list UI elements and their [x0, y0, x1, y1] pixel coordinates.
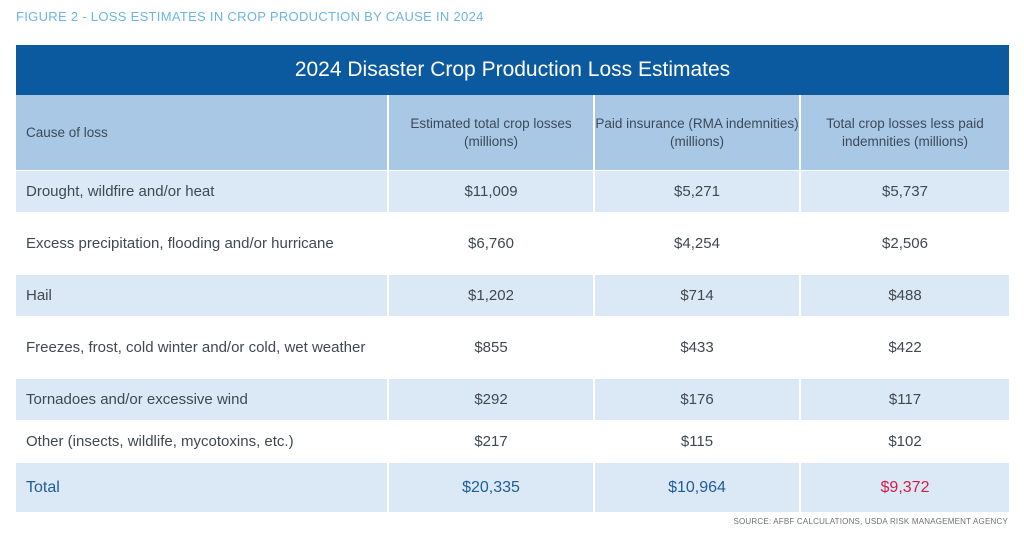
total-estimated: $20,335 — [389, 463, 595, 512]
table-row: Excess precipitation, flooding and/or hu… — [16, 213, 1009, 275]
paid-cell: $433 — [595, 317, 801, 378]
estimated-cell: $6,760 — [389, 213, 595, 274]
total-label: Total — [16, 463, 389, 512]
total-row: Total $20,335 $10,964 $9,372 — [16, 463, 1009, 513]
table-row: Freezes, frost, cold winter and/or cold,… — [16, 317, 1009, 379]
paid-cell: $4,254 — [595, 213, 801, 274]
cause-cell: Drought, wildfire and/or heat — [16, 171, 389, 212]
estimated-cell: $1,202 — [389, 275, 595, 316]
net-cell: $117 — [888, 391, 922, 408]
paid-cell: $115 — [595, 421, 801, 462]
paid-cell: $176 — [595, 379, 801, 420]
header-estimated-losses: Estimated total crop losses (millions) — [389, 95, 595, 170]
cause-cell: Freezes, frost, cold winter and/or cold,… — [16, 317, 389, 378]
figure-label: FIGURE 2 - LOSS ESTIMATES IN CROP PRODUC… — [16, 9, 484, 24]
net-cell: $488 — [888, 287, 922, 304]
net-cell: $2,506 — [882, 235, 928, 252]
header-cause: Cause of loss — [16, 95, 389, 170]
net-cell: $422 — [888, 339, 922, 356]
paid-cell: $714 — [595, 275, 801, 316]
table-row: Other (insects, wildlife, mycotoxins, et… — [16, 421, 1009, 463]
paid-cell: $5,271 — [595, 171, 801, 212]
table-row: Drought, wildfire and/or heat $11,009 $5… — [16, 171, 1009, 213]
cause-cell: Other (insects, wildlife, mycotoxins, et… — [16, 421, 389, 462]
table-row: Tornadoes and/or excessive wind $292 $17… — [16, 379, 1009, 421]
total-net: $9,372 — [880, 478, 930, 496]
total-paid: $10,964 — [595, 463, 801, 512]
estimated-cell: $855 — [389, 317, 595, 378]
table-row: Hail $1,202 $714 $488 — [16, 275, 1009, 317]
estimated-cell: $11,009 — [389, 171, 595, 212]
estimated-cell: $217 — [389, 421, 595, 462]
loss-estimates-table: 2024 Disaster Crop Production Loss Estim… — [16, 45, 1009, 513]
net-cell: $5,737 — [882, 183, 928, 200]
table-title: 2024 Disaster Crop Production Loss Estim… — [16, 45, 1009, 95]
estimated-cell: $292 — [389, 379, 595, 420]
cause-cell: Excess precipitation, flooding and/or hu… — [16, 213, 389, 274]
header-net-losses: Total crop losses less paid indemnities … — [826, 115, 984, 149]
table-header-row: Cause of loss Estimated total crop losse… — [16, 95, 1009, 171]
net-cell: $102 — [888, 433, 922, 450]
cause-cell: Hail — [16, 275, 389, 316]
header-paid-insurance: Paid insurance (RMA indemnities) (millio… — [595, 95, 801, 170]
cause-cell: Tornadoes and/or excessive wind — [16, 379, 389, 420]
source-note: SOURCE: AFBF CALCULATIONS, USDA RISK MAN… — [733, 517, 1008, 526]
